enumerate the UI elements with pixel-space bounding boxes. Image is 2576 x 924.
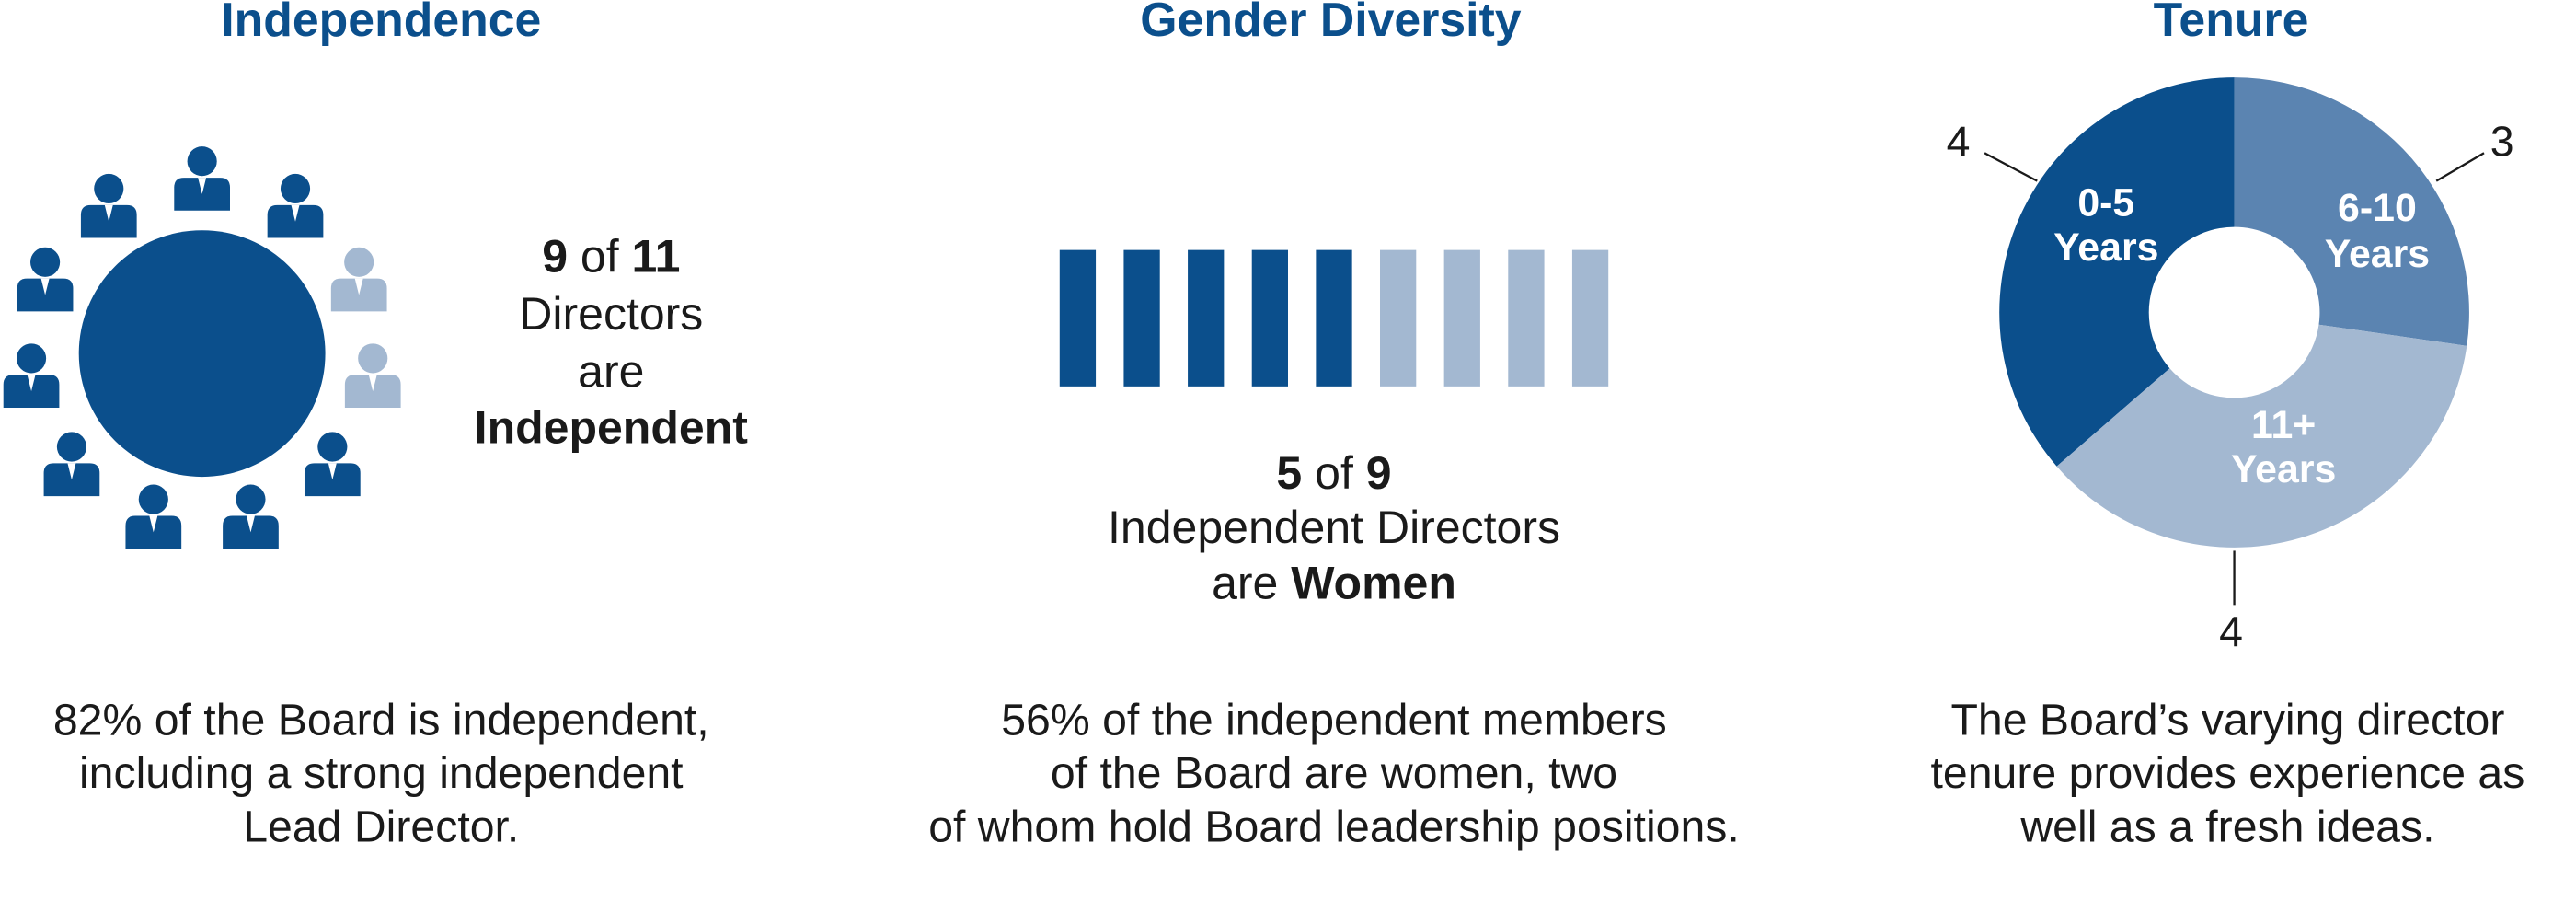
- caption: of the Board are women, two: [1051, 748, 1617, 798]
- count: 9: [542, 231, 568, 283]
- icon-body: [17, 278, 74, 312]
- director-icon: [267, 173, 324, 238]
- director-icon: [174, 146, 230, 211]
- director-icon: [3, 343, 60, 408]
- director-bar: [1188, 249, 1225, 387]
- director-bar: [1571, 249, 1609, 387]
- donut-segment: [2056, 324, 2467, 548]
- director-bar: [1059, 249, 1097, 387]
- icon-head: [344, 247, 374, 277]
- caption: The Board’s varying director: [1950, 696, 2504, 745]
- icon-head: [94, 173, 124, 204]
- caption: of whom hold Board leadership positions.: [928, 803, 1740, 852]
- of: of: [581, 231, 619, 283]
- board-table: [78, 230, 326, 478]
- count: 5: [1276, 447, 1302, 499]
- stat-emphasis: Independent: [475, 401, 749, 453]
- caption: 82% of the Board is independent,: [53, 696, 709, 745]
- director-bar: [1316, 249, 1352, 387]
- stat-line: 9 of 11: [542, 231, 680, 283]
- segment-label: Years: [2053, 225, 2158, 270]
- value-label: 3: [2490, 118, 2514, 166]
- icon-body: [3, 375, 60, 408]
- icon-head: [56, 432, 87, 462]
- icon-head: [138, 484, 168, 514]
- caption: well as a fresh ideas.: [2019, 803, 2434, 852]
- segment-label: 6-10: [2338, 186, 2417, 230]
- donut-segment: [1999, 77, 2235, 467]
- director-icon: [344, 343, 401, 408]
- icon-head: [16, 343, 47, 374]
- caption: including a strong independent: [79, 748, 684, 798]
- icon-head: [30, 247, 61, 277]
- director-icon: [125, 484, 182, 549]
- section-title: Independence: [221, 0, 541, 46]
- total: 11: [632, 231, 681, 283]
- icon-tie: [149, 515, 158, 533]
- director-bar: [1251, 249, 1288, 387]
- director-icon: [330, 247, 387, 312]
- stat-line: Independent Directors: [1108, 502, 1560, 553]
- icon-head: [187, 146, 217, 177]
- prefix: are: [1212, 558, 1278, 609]
- value-label: 4: [2219, 607, 2243, 655]
- icon-tie: [198, 178, 207, 194]
- donut-segment: [2234, 77, 2469, 346]
- icon-head: [358, 343, 388, 374]
- section-title: Tenure: [2154, 0, 2309, 46]
- icon-body: [267, 204, 324, 238]
- icon-head: [317, 432, 348, 462]
- total: 9: [1366, 447, 1392, 499]
- stat-line: are: [578, 346, 644, 398]
- stat-emphasis: Women: [1291, 558, 1456, 609]
- icon-tie: [67, 463, 76, 480]
- segment-label: Years: [2231, 447, 2336, 491]
- director-icon: [304, 432, 361, 497]
- icon-tie: [354, 278, 363, 295]
- icon-tie: [368, 375, 377, 392]
- caption: tenure provides experience as: [1931, 748, 2525, 798]
- director-bar: [1443, 249, 1480, 387]
- segment-label: 0-5: [2077, 181, 2134, 225]
- icon-tie: [27, 375, 36, 392]
- segment-label: Years: [2325, 232, 2430, 276]
- director-bar: [1508, 249, 1545, 387]
- icon-tie: [291, 204, 300, 222]
- stat-line: Directors: [519, 288, 703, 340]
- icon-tie: [104, 204, 113, 222]
- stat-line: 5 of 9: [1276, 447, 1391, 499]
- director-icon: [80, 173, 137, 238]
- director-icon: [43, 432, 100, 497]
- icon-head: [236, 484, 266, 514]
- stat-line: are Women: [1212, 558, 1456, 609]
- segment-label: 11+: [2251, 403, 2316, 447]
- leader-line: [1984, 152, 2038, 182]
- caption: Lead Director.: [243, 803, 519, 852]
- of: of: [1315, 447, 1353, 499]
- icon-tie: [40, 278, 50, 295]
- leader-line: [2435, 152, 2485, 182]
- value-label: 4: [1947, 118, 1971, 166]
- icon-tie: [328, 463, 337, 480]
- caption: 56% of the independent members: [1001, 696, 1667, 745]
- director-icon: [223, 484, 279, 549]
- section-title: Gender Diversity: [1140, 0, 1522, 46]
- icon-tie: [247, 515, 255, 533]
- director-icon: [17, 247, 74, 312]
- icon-head: [280, 173, 311, 204]
- director-bar: [1380, 249, 1417, 387]
- director-bar: [1123, 249, 1160, 387]
